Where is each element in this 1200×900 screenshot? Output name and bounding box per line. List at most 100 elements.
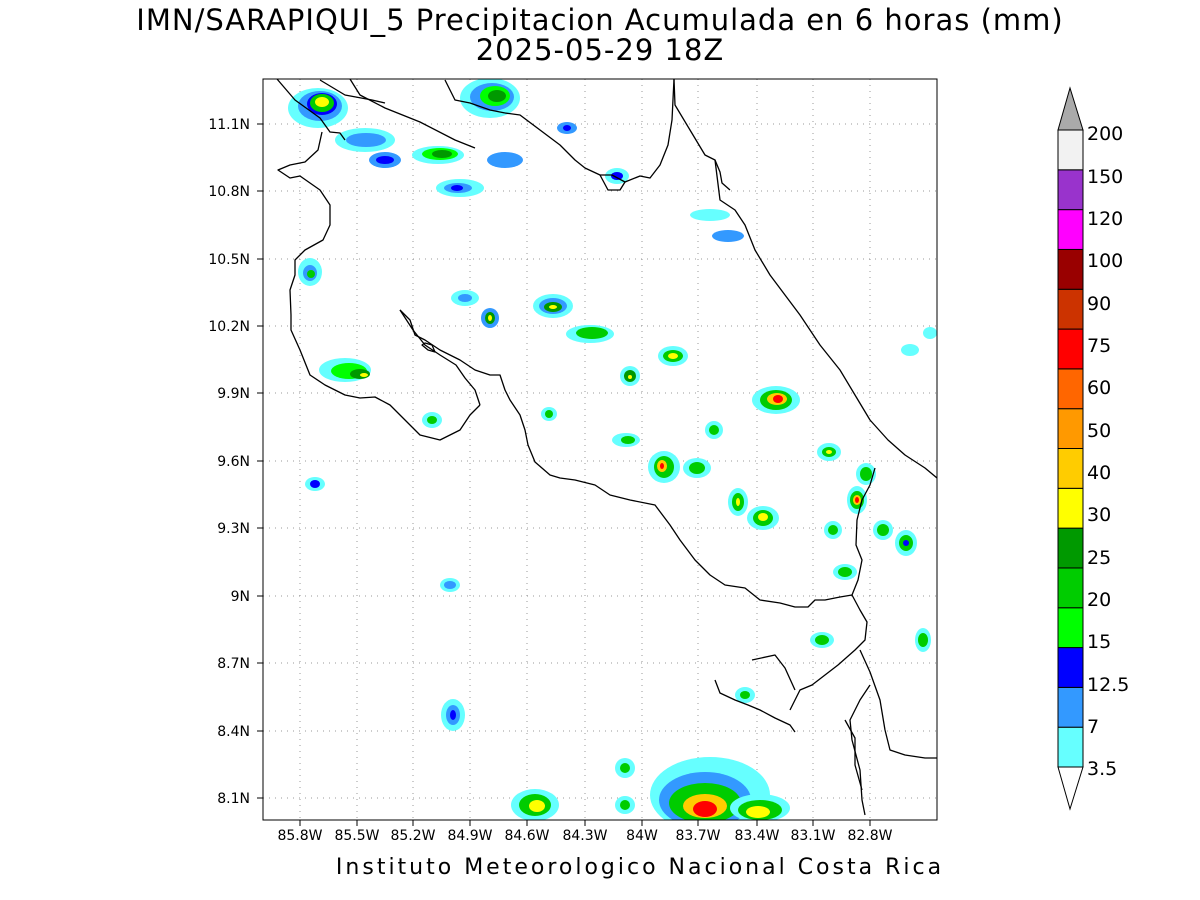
precip-cell [612, 433, 640, 447]
lat-label: 8.4N [217, 724, 250, 740]
precip-cell [335, 128, 395, 152]
precip-cell [824, 521, 842, 539]
lat-label: 9.9N [217, 386, 250, 402]
colorbar-label: 3.5 [1087, 758, 1117, 780]
colorbar-bottom-arrow [1057, 766, 1084, 811]
precip-cell [728, 488, 748, 516]
colorbar-swatch [1057, 726, 1084, 768]
precip-cell [895, 530, 917, 556]
colorbar-top-arrow [1057, 86, 1084, 131]
lat-label: 8.7N [217, 656, 250, 672]
precip-cell [690, 209, 744, 242]
colorbar-label: 150 [1087, 166, 1123, 188]
colorbar-label: 40 [1087, 462, 1111, 484]
colorbar-label: 25 [1087, 547, 1111, 569]
colorbar-label: 7 [1087, 716, 1099, 738]
precip-cell [683, 458, 711, 478]
lon-label: 84W [626, 828, 658, 844]
colorbar-swatch [1057, 567, 1084, 609]
precip-cell [752, 386, 800, 414]
colorbar-swatch [1057, 328, 1084, 370]
colorbar-swatch [1057, 487, 1084, 529]
precip-cell [833, 564, 857, 580]
lon-label: 85.5W [334, 828, 379, 844]
map-subtitle: 2025-05-29 18Z [475, 33, 725, 67]
precip-cell [533, 294, 573, 318]
precip-cell [648, 451, 680, 483]
colorbar-label: 12.5 [1087, 674, 1129, 696]
precip-cell [901, 327, 937, 356]
lon-label: 84.3W [562, 828, 607, 844]
precip-cell [658, 346, 688, 366]
precip-cell [735, 687, 755, 703]
precip-cell [810, 632, 834, 648]
lon-label: 83.7W [675, 828, 720, 844]
lat-label: 10.8N [208, 184, 250, 200]
colorbar-swatch [1057, 527, 1084, 569]
lon-label: 85.2W [390, 828, 435, 844]
colorbar-label: 30 [1087, 504, 1111, 526]
colorbar-label: 120 [1087, 208, 1123, 230]
lat-label: 10.5N [208, 252, 250, 268]
precip-cell [441, 699, 465, 731]
lon-label: 85.8W [277, 828, 322, 844]
footer-credit: Instituto Meteorologico Nacional Costa R… [335, 855, 945, 880]
colorbar-label: 15 [1087, 631, 1111, 653]
colorbar-label: 60 [1087, 377, 1111, 399]
lon-label: 83.4W [734, 828, 779, 844]
precip-cell [615, 796, 635, 814]
precip-cell [319, 358, 371, 382]
precip-cell [451, 290, 479, 306]
precip-cell [847, 486, 867, 514]
colorbar-label: 50 [1087, 420, 1111, 442]
colorbar-swatch [1057, 686, 1084, 728]
precip-cell [305, 477, 325, 491]
precip-cell [369, 152, 401, 168]
precip-cell [288, 88, 348, 128]
precip-cell [460, 79, 520, 118]
precipitation-cells [288, 79, 937, 820]
colorbar-swatch [1057, 129, 1084, 171]
colorbar-swatch [1057, 408, 1084, 449]
lat-label: 9.6N [217, 454, 250, 470]
precip-cell [730, 794, 790, 820]
precip-cell [705, 421, 723, 439]
precip-cell [566, 325, 614, 343]
lon-label: 82.8W [847, 828, 892, 844]
colorbar-swatch [1057, 169, 1084, 211]
colorbar-label: 75 [1087, 335, 1111, 357]
colorbar-swatch [1057, 288, 1084, 330]
precip-cell [615, 758, 635, 778]
precip-cell [481, 308, 499, 328]
precip-cell [436, 179, 484, 197]
precip-cell [541, 407, 557, 421]
lat-label: 10.2N [208, 319, 250, 335]
lat-label: 9N [231, 589, 250, 605]
colorbar-swatch [1057, 448, 1084, 489]
lat-label: 11.1N [208, 117, 250, 133]
map-title: IMN/SARAPIQUI_5 Precipitacion Acumulada … [136, 3, 1064, 37]
precip-cell [817, 443, 841, 461]
precip-cell [557, 122, 577, 134]
lon-label: 84.6W [504, 828, 549, 844]
lon-label: 83.1W [790, 828, 835, 844]
lat-label: 9.3N [217, 521, 250, 537]
precip-cell [487, 152, 523, 168]
colorbar: 3.5 7 12.5 15 20 25 30 40 50 60 75 90 10… [1057, 86, 1129, 811]
precip-cell [511, 789, 559, 820]
colorbar-swatch [1057, 248, 1084, 290]
colorbar-swatch [1057, 368, 1084, 410]
precip-cell [873, 520, 893, 540]
colorbar-swatch [1057, 209, 1084, 250]
precip-cell [747, 506, 779, 530]
precip-cell [605, 168, 629, 184]
coastlines [276, 79, 937, 816]
precip-cell [412, 146, 464, 164]
lon-label: 84.9W [447, 828, 492, 844]
colorbar-label: 200 [1087, 123, 1123, 145]
lat-label: 8.1N [217, 791, 250, 807]
colorbar-label: 90 [1087, 293, 1111, 315]
precip-cell [915, 628, 931, 652]
colorbar-swatch [1057, 647, 1084, 688]
